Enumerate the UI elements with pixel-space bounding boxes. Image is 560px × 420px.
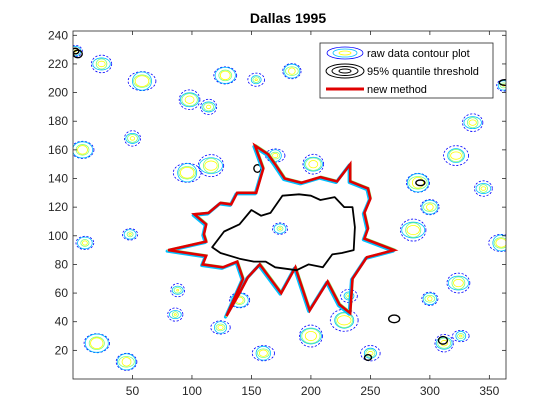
raw-contour-blob — [299, 324, 323, 348]
raw-contour-blob — [421, 291, 439, 306]
axes-box — [72, 30, 507, 380]
y-tick-label: 160 — [48, 143, 68, 157]
x-tick-label: 100 — [182, 384, 202, 398]
raw-contour-blob — [170, 283, 185, 298]
raw-contour-blob — [122, 228, 139, 241]
y-tick-label: 80 — [55, 257, 69, 271]
threshold-island — [437, 335, 449, 345]
raw-contour-blob — [400, 218, 427, 242]
raw-contour-layer — [73, 44, 506, 371]
raw-contour-blob — [127, 71, 157, 92]
legend: raw data contour plot 95% quantile thres… — [319, 42, 494, 99]
new-method-outline — [167, 142, 399, 317]
raw-contour-blob — [446, 272, 471, 294]
raw-contour-blob — [124, 130, 141, 147]
legend-label-threshold: 95% quantile threshold — [367, 66, 479, 78]
y-tick-label: 20 — [55, 343, 69, 357]
raw-contour-blob — [167, 307, 184, 322]
raw-contour-blob — [488, 234, 506, 252]
raw-contour-blob — [462, 113, 484, 132]
legend-swatch-threshold — [325, 63, 365, 79]
raw-contour-blob — [83, 333, 110, 354]
y-tick-label: 220 — [48, 57, 68, 71]
raw-contour-blob — [474, 180, 493, 197]
raw-contour-blob — [302, 153, 325, 175]
raw-contour-blob — [178, 89, 201, 111]
y-tick-label: 40 — [55, 315, 69, 329]
raw-contour-blob — [115, 352, 138, 371]
y-tick-label: 100 — [48, 229, 68, 243]
threshold-island — [387, 314, 401, 324]
raw-contour-blob — [282, 63, 302, 80]
threshold-island — [73, 47, 80, 55]
y-tick-label: 140 — [48, 172, 68, 186]
y-tick-label: 120 — [48, 200, 68, 214]
raw-contour-blob — [75, 235, 95, 251]
raw-contour-blob — [329, 308, 359, 332]
raw-contour-blob — [200, 98, 218, 116]
legend-box — [319, 42, 494, 99]
raw-contour-blob — [271, 222, 289, 235]
raw-contour-blob — [73, 140, 95, 159]
raw-contour-blob — [420, 199, 440, 216]
raw-contour-blob — [406, 172, 430, 193]
outline-layer — [165, 142, 399, 319]
raw-contour-blob — [90, 54, 113, 74]
x-tick-label: 300 — [420, 384, 440, 398]
x-tick-label: 350 — [479, 384, 499, 398]
raw-contour-blob — [197, 154, 225, 178]
raw-contour-blob — [210, 320, 231, 335]
legend-label-raw-contour: raw data contour plot — [367, 48, 470, 60]
raw-contour-blob — [172, 162, 202, 183]
x-tick-label: 50 — [126, 384, 140, 398]
threshold-islands-layer — [73, 47, 506, 362]
legend-swatch-raw-contour — [326, 46, 364, 60]
threshold-island — [415, 179, 426, 187]
chart-title: Dallas 1995 — [250, 10, 326, 26]
x-tick-label: 150 — [241, 384, 261, 398]
y-tick-label: 60 — [55, 286, 69, 300]
legend-label-new-method: new method — [367, 84, 427, 96]
y-tick-label: 180 — [48, 114, 68, 128]
raw-contour-blob — [247, 72, 265, 87]
raw-contour-blob — [452, 329, 470, 343]
raw-contour-blob — [213, 66, 238, 85]
x-tick-label: 250 — [360, 384, 380, 398]
threshold-outline — [211, 193, 356, 272]
x-tick-label: 200 — [301, 384, 321, 398]
raw-contour-blob — [443, 145, 469, 166]
y-tick-label: 200 — [48, 86, 68, 100]
threshold-island — [498, 79, 506, 87]
threshold-island — [363, 354, 373, 362]
axis-ticks: 50 100 150 200 250 300 350 20 40 60 80 100 120 140 160… — [48, 28, 506, 398]
y-tick-label: 240 — [48, 28, 68, 42]
raw-contour-blob — [251, 345, 275, 362]
